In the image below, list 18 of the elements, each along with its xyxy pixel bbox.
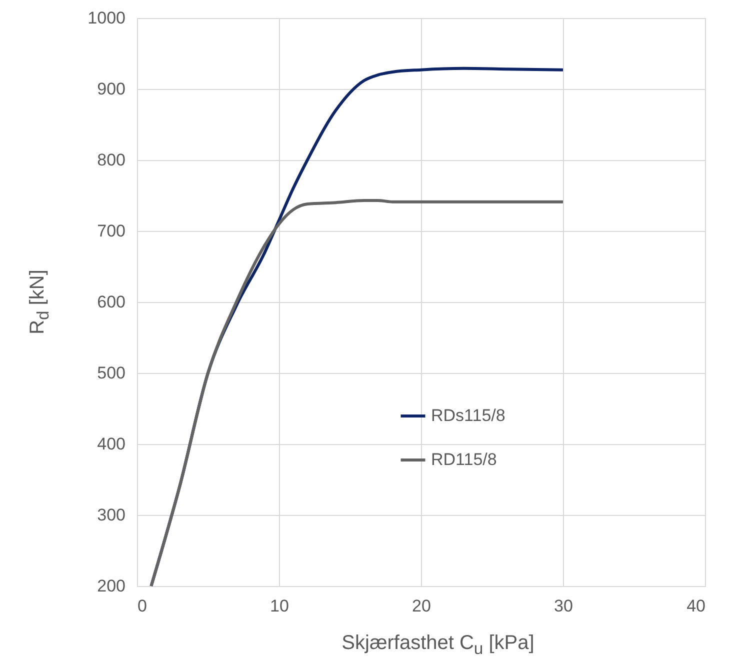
y-tick-label: 600 [97, 292, 126, 312]
y-tick-label: 400 [97, 434, 126, 454]
x-axis-title: Skjærfasthet C$_{u}$ [kPa] [340, 632, 536, 659]
x-tick-label: 40 [686, 596, 706, 616]
y-tick-label: 300 [97, 506, 126, 524]
y-tick-label: 700 [97, 222, 126, 240]
x-tick-label: 20 [412, 596, 431, 616]
x-tick-label: 30 [554, 596, 573, 616]
y-tick-label: 500 [97, 364, 126, 382]
x-tick-label: 0 [138, 596, 147, 616]
line-series [150, 198, 564, 588]
y-tick-label: 800 [97, 150, 126, 170]
legend-label: RD115/8 [431, 450, 497, 469]
y-tick-label: 200 [97, 576, 126, 596]
x-tick-label: 10 [270, 596, 289, 616]
y-tick-label: 1000 [88, 8, 126, 28]
y-tick-label: 900 [97, 80, 126, 98]
legend-label: RDs115/8 [431, 406, 506, 425]
